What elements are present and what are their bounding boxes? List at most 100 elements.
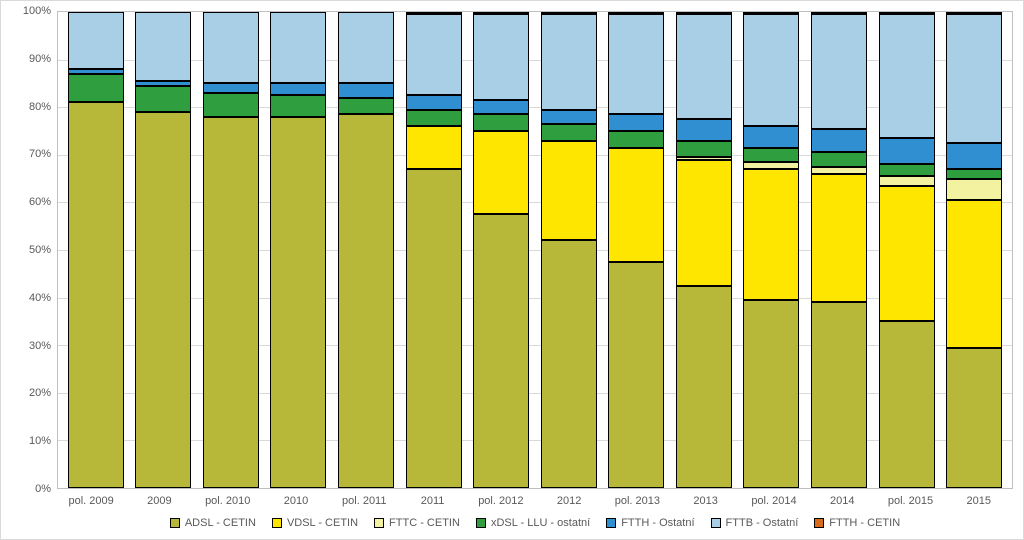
x-tick-label: 2012 [541, 489, 597, 511]
bar-segment-ftth_ostatni [338, 83, 394, 97]
bar-segment-vdsl_cetin [946, 200, 1002, 348]
bar-segment-adsl_cetin [473, 214, 529, 488]
bar-segment-fttb_ostatni [743, 14, 799, 126]
bar-segment-ftth_ostatni [743, 126, 799, 147]
bar-segment-adsl_cetin [946, 348, 1002, 488]
stacked-bar-chart: 0%10%20%30%40%50%60%70%80%90%100% pol. 2… [0, 0, 1024, 540]
bar-segment-adsl_cetin [135, 112, 191, 488]
bar-column [338, 12, 394, 488]
y-tick-label: 30% [29, 340, 51, 352]
bar-segment-ftth_ostatni [676, 119, 732, 140]
legend-item: FTTH - CETIN [814, 517, 900, 529]
bar-segment-fttc_cetin [879, 176, 935, 186]
bar-segment-fttb_ostatni [203, 12, 259, 83]
bar-segment-vdsl_cetin [879, 186, 935, 322]
legend-item: ADSL - CETIN [170, 517, 256, 529]
bar-segment-xdsl_llu [946, 169, 1002, 179]
bar-segment-xdsl_llu [203, 93, 259, 117]
bar-segment-adsl_cetin [338, 114, 394, 488]
x-axis-inner: pol. 20092009pol. 20102010pol. 20112011p… [57, 489, 1013, 511]
bar-segment-fttc_cetin [811, 167, 867, 174]
legend-swatch [476, 518, 486, 528]
legend-label: ADSL - CETIN [185, 517, 256, 529]
x-tick-label: pol. 2015 [883, 489, 939, 511]
x-tick-label: 2011 [405, 489, 461, 511]
legend-item: xDSL - LLU - ostatní [476, 517, 590, 529]
bar-segment-ftth_ostatni [406, 95, 462, 109]
x-tick-label: pol. 2013 [609, 489, 665, 511]
y-tick-label: 20% [29, 387, 51, 399]
y-tick-label: 40% [29, 292, 51, 304]
bar-segment-fttb_ostatni [68, 12, 124, 69]
bar-column [676, 12, 732, 488]
bar-column [270, 12, 326, 488]
x-tick-label: pol. 2012 [473, 489, 529, 511]
bar-segment-xdsl_llu [473, 114, 529, 131]
bar-segment-fttc_cetin [743, 162, 799, 169]
bar-segment-vdsl_cetin [676, 160, 732, 286]
bar-segment-xdsl_llu [811, 152, 867, 166]
legend-item: FTTH - Ostatní [606, 517, 694, 529]
bar-segment-xdsl_llu [608, 131, 664, 148]
x-tick-label: 2013 [678, 489, 734, 511]
x-tick-label: pol. 2014 [746, 489, 802, 511]
y-tick-label: 10% [29, 435, 51, 447]
legend-swatch [711, 518, 721, 528]
bar-column [946, 12, 1002, 488]
bar-segment-xdsl_llu [270, 95, 326, 116]
bar-segment-vdsl_cetin [406, 126, 462, 169]
bar-segment-fttb_ostatni [676, 14, 732, 119]
x-tick-label: 2015 [951, 489, 1007, 511]
plot-area [57, 11, 1013, 489]
bar-segment-adsl_cetin [68, 102, 124, 488]
bar-column [541, 12, 597, 488]
y-tick-label: 80% [29, 101, 51, 113]
bar-segment-adsl_cetin [743, 300, 799, 488]
plot-wrap: 0%10%20%30%40%50%60%70%80%90%100% [1, 1, 1023, 489]
bar-segment-xdsl_llu [338, 98, 394, 115]
bar-column [608, 12, 664, 488]
bar-segment-ftth_ostatni [270, 83, 326, 95]
legend-label: FTTC - CETIN [389, 517, 460, 529]
legend-item: VDSL - CETIN [272, 517, 358, 529]
bar-segment-fttc_cetin [946, 179, 1002, 200]
bar-segment-fttb_ostatni [135, 12, 191, 81]
bar-segment-adsl_cetin [406, 169, 462, 488]
bar-segment-xdsl_llu [541, 124, 597, 141]
legend-swatch [272, 518, 282, 528]
bar-segment-ftth_ostatni [811, 129, 867, 153]
legend-label: FTTB - Ostatní [726, 517, 799, 529]
legend-label: FTTH - CETIN [829, 517, 900, 529]
bar-segment-fttb_ostatni [338, 12, 394, 83]
bar-segment-adsl_cetin [270, 117, 326, 488]
bar-segment-xdsl_llu [743, 148, 799, 162]
bar-segment-xdsl_llu [135, 86, 191, 112]
legend-label: xDSL - LLU - ostatní [491, 517, 590, 529]
bar-segment-vdsl_cetin [608, 148, 664, 262]
legend-item: FTTB - Ostatní [711, 517, 799, 529]
bar-column [68, 12, 124, 488]
legend-item: FTTC - CETIN [374, 517, 460, 529]
bar-column [203, 12, 259, 488]
legend: ADSL - CETIN VDSL - CETIN FTTC - CETIN xDSL… [1, 511, 1023, 539]
bar-segment-adsl_cetin [879, 321, 935, 488]
bar-segment-xdsl_llu [676, 141, 732, 158]
y-tick-label: 100% [23, 5, 51, 17]
x-tick-label: pol. 2010 [200, 489, 256, 511]
bar-segment-vdsl_cetin [743, 169, 799, 300]
legend-swatch [814, 518, 824, 528]
bar-column [473, 12, 529, 488]
y-axis: 0%10%20%30%40%50%60%70%80%90%100% [11, 11, 57, 489]
bars-group [58, 12, 1012, 488]
bar-segment-adsl_cetin [203, 117, 259, 488]
bar-segment-xdsl_llu [879, 164, 935, 176]
y-tick-label: 0% [35, 483, 51, 495]
y-tick-label: 50% [29, 244, 51, 256]
bar-segment-ftth_ostatni [473, 100, 529, 114]
bar-segment-fttb_ostatni [541, 14, 597, 109]
bar-column [879, 12, 935, 488]
bar-segment-ftth_ostatni [946, 143, 1002, 169]
bar-column [811, 12, 867, 488]
y-tick-label: 60% [29, 196, 51, 208]
x-tick-label: pol. 2011 [336, 489, 392, 511]
